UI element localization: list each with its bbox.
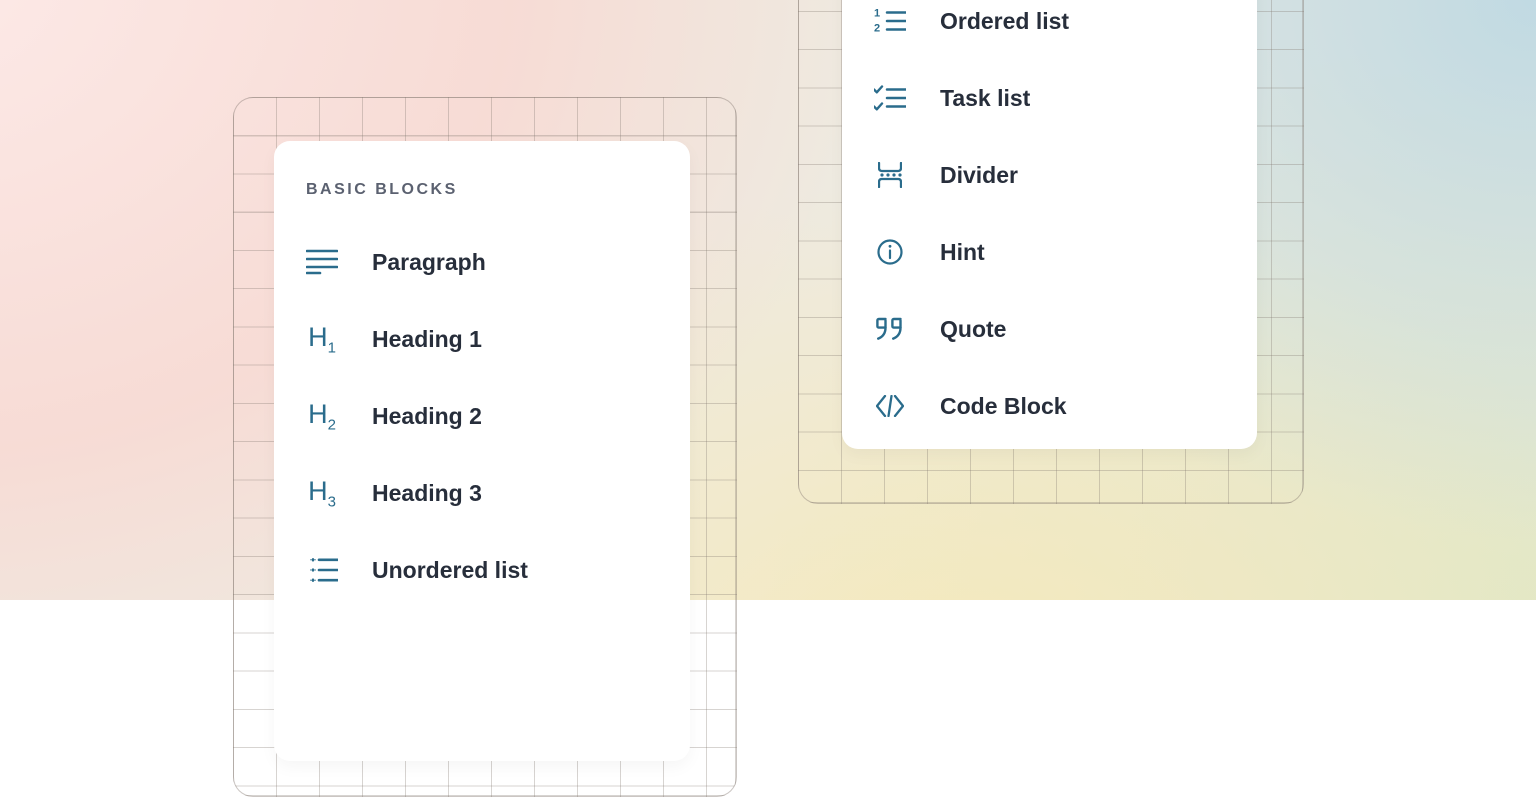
svg-text:2: 2	[874, 23, 880, 35]
svg-text:1: 1	[874, 8, 880, 20]
